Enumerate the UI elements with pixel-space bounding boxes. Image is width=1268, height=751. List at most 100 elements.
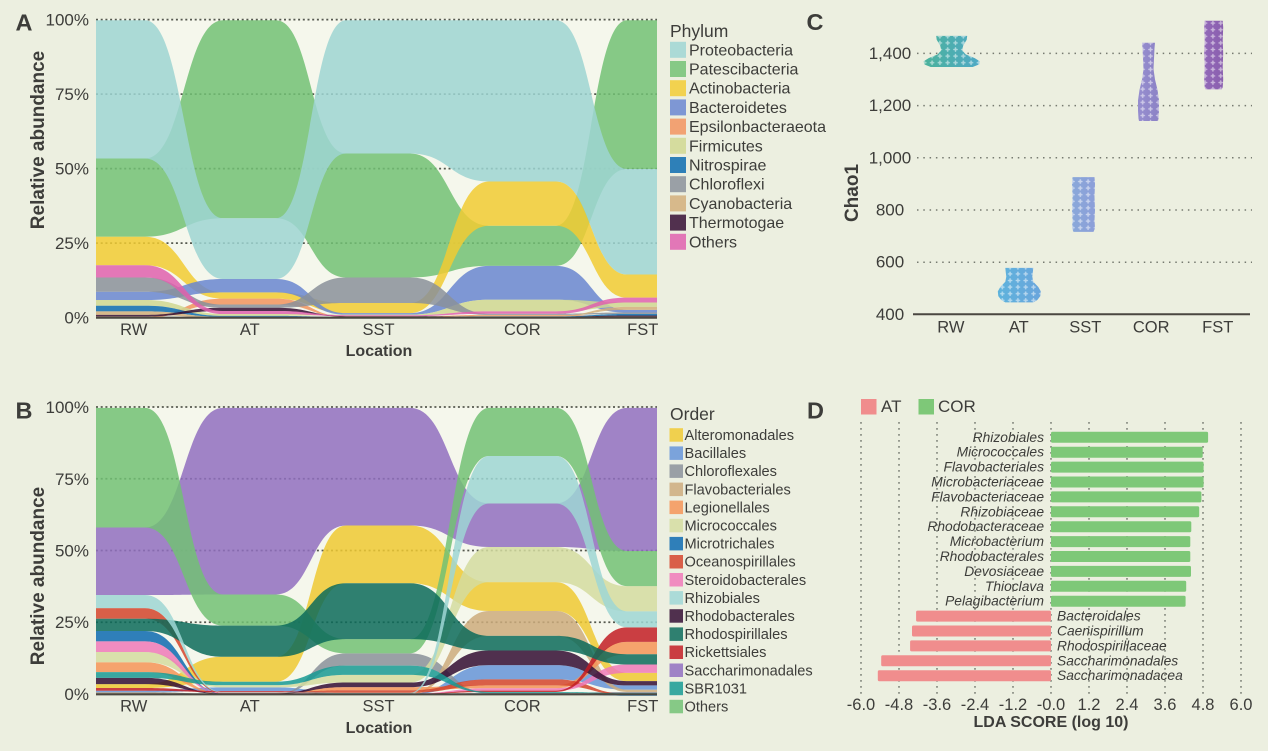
svg-text:1,000: 1,000 xyxy=(869,148,912,167)
svg-text:A: A xyxy=(16,10,33,36)
svg-text:Flavobacteriaceae: Flavobacteriaceae xyxy=(931,489,1044,504)
svg-text:D: D xyxy=(807,398,824,424)
svg-text:Thermotogae: Thermotogae xyxy=(689,215,784,232)
svg-text:COR: COR xyxy=(504,698,541,716)
svg-text:RW: RW xyxy=(120,321,148,339)
svg-text:Bacteroidales: Bacteroidales xyxy=(1057,609,1141,624)
svg-text:2.4: 2.4 xyxy=(1116,696,1139,714)
svg-text:800: 800 xyxy=(876,201,904,220)
svg-text:0%: 0% xyxy=(64,309,89,328)
svg-text:SST: SST xyxy=(363,321,395,339)
svg-text:Rhodobacterales: Rhodobacterales xyxy=(940,549,1044,564)
svg-text:Rhizobiaceae: Rhizobiaceae xyxy=(960,504,1044,519)
svg-text:Order: Order xyxy=(670,404,715,424)
svg-text:Micrococcales: Micrococcales xyxy=(685,519,777,535)
svg-text:C: C xyxy=(807,9,824,35)
svg-text:-3.6: -3.6 xyxy=(923,696,951,714)
svg-text:-6.0: -6.0 xyxy=(847,696,875,714)
svg-text:75%: 75% xyxy=(55,85,89,104)
svg-text:-4.8: -4.8 xyxy=(885,696,913,714)
svg-text:RW: RW xyxy=(120,698,148,716)
svg-text:Rhodospirillaceae: Rhodospirillaceae xyxy=(1057,638,1167,653)
svg-text:FST: FST xyxy=(627,698,658,716)
svg-text:Bacteroidetes: Bacteroidetes xyxy=(689,100,787,117)
svg-text:Micrococcales: Micrococcales xyxy=(957,445,1045,460)
svg-text:1,400: 1,400 xyxy=(869,44,912,63)
svg-text:Relative abundance: Relative abundance xyxy=(28,51,49,229)
svg-text:Rhodobacterales: Rhodobacterales xyxy=(685,609,795,625)
svg-text:-1.2: -1.2 xyxy=(999,696,1027,714)
svg-text:Rhodospirillales: Rhodospirillales xyxy=(685,627,788,643)
svg-text:Microbacteriaceae: Microbacteriaceae xyxy=(931,475,1044,490)
svg-text:RW: RW xyxy=(937,319,965,337)
svg-text:25%: 25% xyxy=(55,234,89,253)
svg-text:AT: AT xyxy=(881,397,901,416)
svg-text:FST: FST xyxy=(627,321,658,339)
svg-text:Actinobacteria: Actinobacteria xyxy=(689,81,790,98)
svg-text:6.0: 6.0 xyxy=(1230,696,1253,714)
svg-text:Patescibacteria: Patescibacteria xyxy=(689,62,798,79)
svg-text:Nitrospirae: Nitrospirae xyxy=(689,158,766,175)
svg-text:Location: Location xyxy=(346,343,413,360)
svg-text:Rhizobiales: Rhizobiales xyxy=(973,430,1044,445)
svg-text:25%: 25% xyxy=(55,613,89,632)
svg-text:50%: 50% xyxy=(55,542,89,561)
svg-text:1.2: 1.2 xyxy=(1078,696,1101,714)
svg-text:LDA SCORE (log 10): LDA SCORE (log 10) xyxy=(974,714,1129,731)
svg-text:Chloroflexales: Chloroflexales xyxy=(685,464,777,480)
svg-text:Microtrichales: Microtrichales xyxy=(685,537,775,553)
svg-text:Oceanospirillales: Oceanospirillales xyxy=(685,555,796,571)
svg-text:Saccharimonadales: Saccharimonadales xyxy=(685,663,813,679)
svg-text:Rhizobiales: Rhizobiales xyxy=(685,591,760,607)
svg-text:Rhodobacteraceae: Rhodobacteraceae xyxy=(927,519,1044,534)
svg-text:Steroidobacterales: Steroidobacterales xyxy=(685,573,807,589)
svg-text:Others: Others xyxy=(689,234,737,251)
svg-text:Firmicutes: Firmicutes xyxy=(689,138,763,155)
svg-text:Caenispirillum: Caenispirillum xyxy=(1057,624,1144,639)
svg-text:Location: Location xyxy=(346,720,413,737)
svg-text:75%: 75% xyxy=(55,470,89,489)
svg-text:Others: Others xyxy=(685,700,729,716)
svg-text:100%: 100% xyxy=(46,398,89,417)
svg-text:Flavobacteriales: Flavobacteriales xyxy=(944,460,1045,475)
svg-text:4.8: 4.8 xyxy=(1192,696,1215,714)
svg-text:Chao1: Chao1 xyxy=(842,164,863,223)
svg-text:Proteobacteria: Proteobacteria xyxy=(689,42,793,59)
svg-text:Epsilonbacteraeota: Epsilonbacteraeota xyxy=(689,119,826,136)
svg-text:Saccharimonadales: Saccharimonadales xyxy=(1057,653,1178,668)
svg-text:-0.0: -0.0 xyxy=(1037,696,1065,714)
svg-text:50%: 50% xyxy=(55,160,89,179)
svg-text:Saccharimonadacea: Saccharimonadacea xyxy=(1057,668,1183,683)
svg-text:AT: AT xyxy=(240,321,260,339)
svg-text:400: 400 xyxy=(876,305,904,324)
svg-text:-2.4: -2.4 xyxy=(961,696,989,714)
svg-text:Microbacterium: Microbacterium xyxy=(950,534,1044,549)
svg-text:Thioclava: Thioclava xyxy=(985,579,1044,594)
svg-text:COR: COR xyxy=(1133,319,1170,337)
svg-text:SST: SST xyxy=(1069,319,1101,337)
svg-text:B: B xyxy=(16,397,33,423)
svg-text:SST: SST xyxy=(363,698,395,716)
svg-text:Cyanobacteria: Cyanobacteria xyxy=(689,196,792,213)
svg-text:Devosiaceae: Devosiaceae xyxy=(964,564,1044,579)
svg-text:Relative abundance: Relative abundance xyxy=(28,487,49,665)
svg-text:Bacillales: Bacillales xyxy=(685,446,747,462)
svg-text:AT: AT xyxy=(240,698,260,716)
svg-text:100%: 100% xyxy=(46,11,89,30)
svg-text:Pelagibacterium: Pelagibacterium xyxy=(945,594,1044,609)
svg-text:600: 600 xyxy=(876,253,904,272)
svg-text:AT: AT xyxy=(1009,319,1029,337)
svg-text:COR: COR xyxy=(504,321,541,339)
svg-text:SBR1031: SBR1031 xyxy=(685,681,747,697)
svg-text:Chloroflexi: Chloroflexi xyxy=(689,177,765,194)
svg-text:Rickettsiales: Rickettsiales xyxy=(685,645,767,661)
svg-text:Alteromonadales: Alteromonadales xyxy=(685,428,795,444)
svg-text:Legionellales: Legionellales xyxy=(685,500,770,516)
svg-text:Phylum: Phylum xyxy=(670,21,728,41)
svg-text:FST: FST xyxy=(1202,319,1233,337)
svg-text:1,200: 1,200 xyxy=(869,96,912,115)
svg-text:0%: 0% xyxy=(64,685,89,704)
svg-text:Flavobacteriales: Flavobacteriales xyxy=(685,482,791,498)
svg-text:3.6: 3.6 xyxy=(1154,696,1177,714)
svg-text:COR: COR xyxy=(938,397,976,416)
